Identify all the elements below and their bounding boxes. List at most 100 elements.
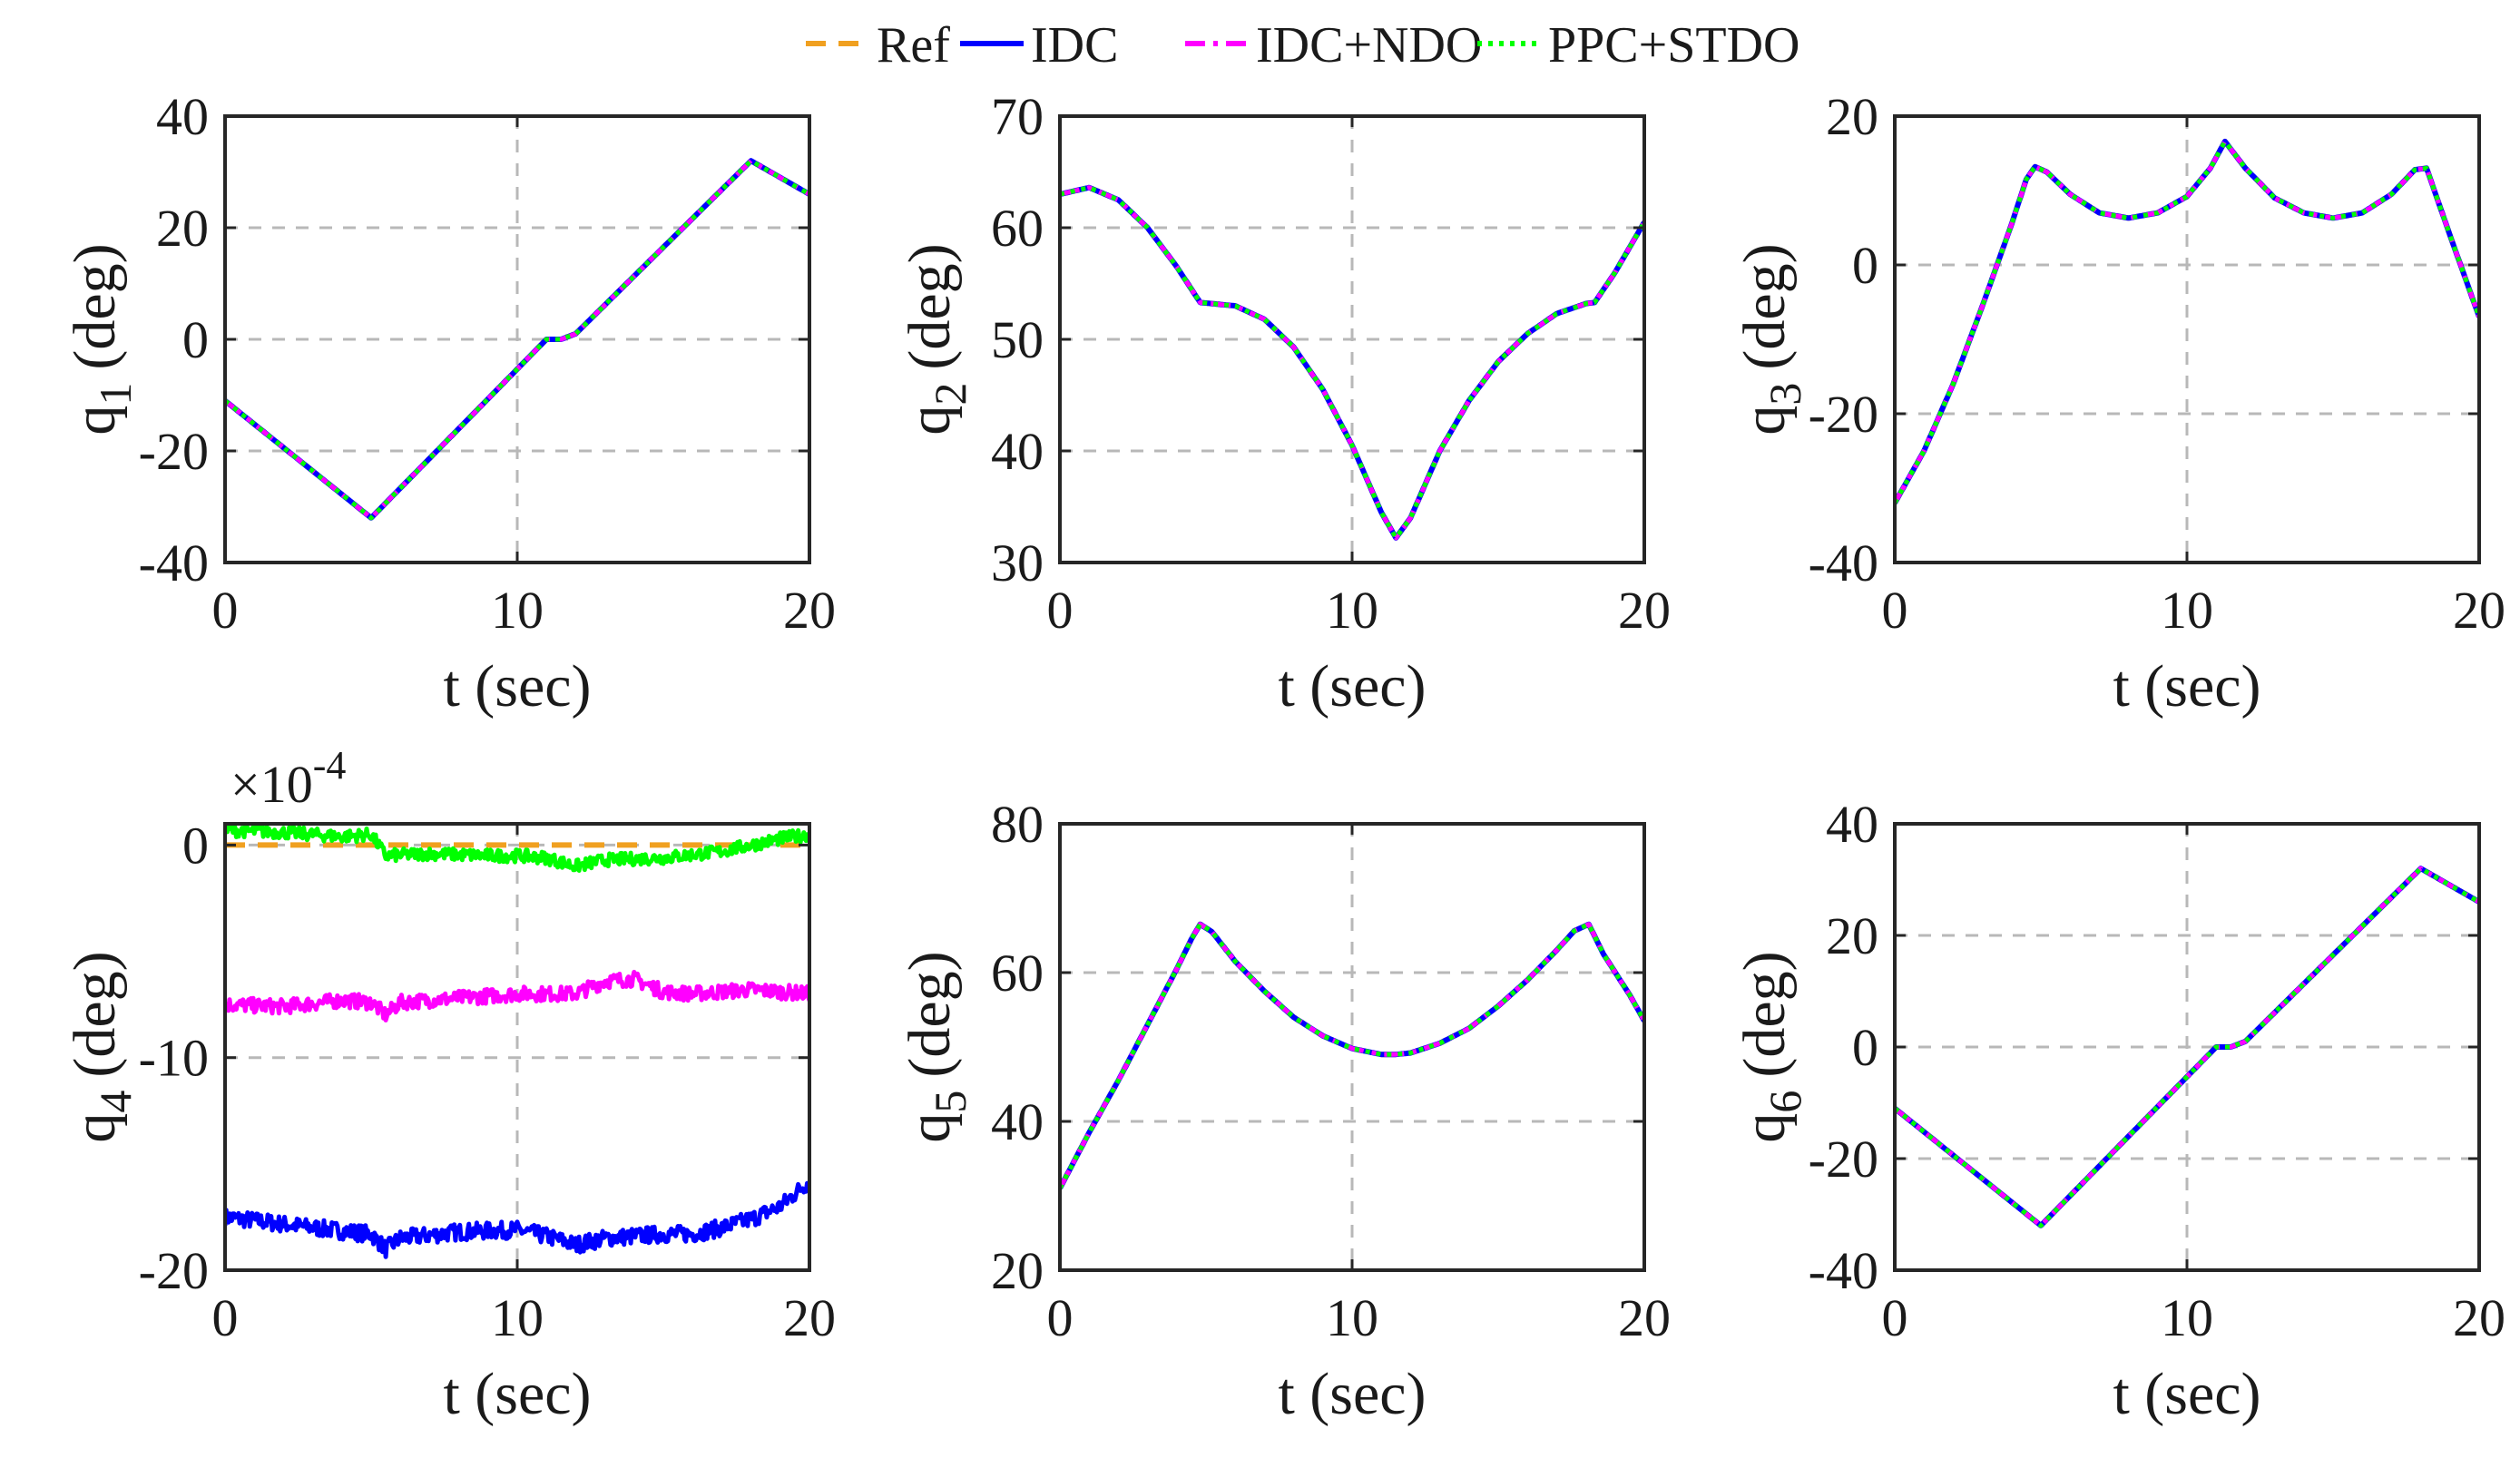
subplot-q4: 0 10 20 -20 -10 0 t (sec) q4 (deg) ×10-4: [62, 743, 836, 1427]
y-tick-label: -40: [1809, 533, 1878, 592]
y-tick-label: 70: [991, 87, 1044, 146]
x-tick-label: 0: [1047, 581, 1074, 640]
y-label-unit: (deg): [62, 951, 128, 1077]
y-label-unit: (deg): [1731, 951, 1798, 1077]
x-tick-label: 10: [491, 1288, 544, 1347]
legend: Ref IDC IDC+NDO PPC+STDO: [806, 17, 1799, 73]
y-tick-label: -20: [1809, 1130, 1878, 1189]
y-axis-label: q1 (deg): [62, 243, 141, 435]
x-tick-label: 20: [1618, 1288, 1671, 1347]
x-tick-label: 10: [2161, 581, 2213, 640]
y-label-subscript: 3: [1760, 383, 1810, 406]
y-label-unit: (deg): [897, 951, 963, 1077]
y-axis-label: q6 (deg): [1731, 951, 1810, 1142]
y-tick-label: 40: [991, 1092, 1044, 1151]
x-tick-label: 20: [783, 581, 836, 640]
y-tick-label: 20: [156, 199, 209, 258]
legend-entry-idc: IDC: [960, 17, 1118, 73]
y-tick-label: 20: [991, 1241, 1044, 1300]
series-line-ppc-plus-stdo: [1060, 185, 1644, 541]
y-label-symbol: q: [1731, 406, 1798, 435]
y-axis-label: q5 (deg): [897, 951, 976, 1142]
x-tick-label: 10: [1326, 581, 1378, 640]
x-tick-label: 0: [212, 581, 239, 640]
y-tick-label: 0: [182, 816, 209, 875]
y-label-unit: (deg): [1731, 243, 1798, 369]
y-tick-label: 0: [1852, 236, 1878, 295]
x-axis-label: t (sec): [443, 653, 591, 719]
subplot-q5: 0 10 20 20 40 60 80 t (sec) q5 (deg): [897, 795, 1671, 1427]
legend-entry-ref: Ref: [806, 17, 950, 73]
y-tick-label: 0: [182, 310, 209, 369]
subplot-q1: 0 10 20 -40 -20 0 20 40 t (sec) q1 (deg): [62, 87, 836, 719]
x-axis-label: t (sec): [443, 1361, 591, 1427]
x-axis-label: t (sec): [2113, 1361, 2260, 1427]
legend-label: PPC+STDO: [1548, 17, 1799, 73]
series-group: [1060, 921, 1644, 1190]
legend-entry-idc-plus-ndo: IDC+NDO: [1185, 17, 1482, 73]
y-tick-label: -40: [139, 533, 209, 592]
x-tick-label: 0: [1047, 1288, 1074, 1347]
y-label-unit: (deg): [62, 243, 128, 369]
series-group: [1060, 184, 1644, 541]
y-tick-label: 50: [991, 310, 1044, 369]
x-tick-label: 0: [1882, 581, 1908, 640]
series-group: [1895, 138, 2479, 504]
series-line-idc-plus-ndo: [225, 969, 809, 1023]
y-tick-label: 0: [1852, 1018, 1878, 1077]
y-tick-label: -40: [1809, 1241, 1878, 1300]
y-tick-label: -20: [1809, 385, 1878, 444]
y-label-subscript: 5: [925, 1091, 976, 1113]
y-label-subscript: 4: [90, 1091, 141, 1113]
y-tick-label: -20: [139, 1241, 209, 1300]
y-tick-label: 40: [156, 87, 209, 146]
series-line-idc: [225, 1180, 809, 1259]
y-tick-label: -10: [139, 1029, 209, 1088]
x-tick-label: 20: [1618, 581, 1671, 640]
y-axis-exponent: ×10-4: [230, 743, 346, 814]
x-tick-label: 10: [491, 581, 544, 640]
x-tick-label: 10: [1326, 1288, 1378, 1347]
x-tick-label: 0: [212, 1288, 239, 1347]
y-tick-label: -20: [139, 422, 209, 481]
legend-label: Ref: [877, 17, 950, 73]
y-axis-label: q2 (deg): [897, 243, 976, 435]
x-tick-label: 20: [783, 1288, 836, 1347]
series-line-ppc-plus-stdo: [225, 158, 809, 521]
y-axis-label: q4 (deg): [62, 951, 141, 1142]
subplot-q2: 0 10 20 30 40 50 60 70 t (sec) q2 (deg): [897, 87, 1671, 719]
series-line-ppc-plus-stdo: [1895, 139, 2479, 504]
y-label-subscript: 2: [925, 383, 976, 406]
legend-entry-ppc-plus-stdo: PPC+STDO: [1477, 17, 1799, 73]
y-tick-label: 60: [991, 199, 1044, 258]
y-label-symbol: q: [897, 406, 963, 435]
series-line-idc-plus-ndo: [1060, 922, 1644, 1189]
x-tick-label: 0: [1882, 1288, 1908, 1347]
y-label-symbol: q: [897, 1113, 963, 1143]
y-label-subscript: 6: [1760, 1091, 1810, 1113]
x-axis-label: t (sec): [1278, 653, 1426, 719]
x-tick-label: 10: [2161, 1288, 2213, 1347]
y-tick-label: 40: [991, 422, 1044, 481]
y-tick-label: 30: [991, 533, 1044, 592]
y-label-unit: (deg): [897, 243, 963, 369]
y-label-subscript: 1: [90, 383, 141, 406]
y-label-symbol: q: [62, 406, 128, 435]
y-tick-label: 40: [1826, 795, 1878, 854]
y-tick-label: 20: [1826, 87, 1878, 146]
y-label-symbol: q: [1731, 1113, 1798, 1143]
y-tick-label: 80: [991, 795, 1044, 854]
subplot-q3: 0 10 20 -40 -20 0 20 t (sec) q3 (deg): [1731, 87, 2505, 719]
exponent-power: -4: [313, 743, 347, 788]
x-tick-label: 20: [2453, 1288, 2505, 1347]
series-group: [225, 824, 809, 1259]
y-label-symbol: q: [62, 1113, 128, 1143]
y-tick-label: 20: [1826, 906, 1878, 965]
legend-label: IDC: [1031, 17, 1118, 73]
y-axis-label: q3 (deg): [1731, 243, 1810, 435]
legend-label: IDC+NDO: [1256, 17, 1482, 73]
y-tick-label: 60: [991, 944, 1044, 1003]
series-group: [1895, 866, 2479, 1228]
